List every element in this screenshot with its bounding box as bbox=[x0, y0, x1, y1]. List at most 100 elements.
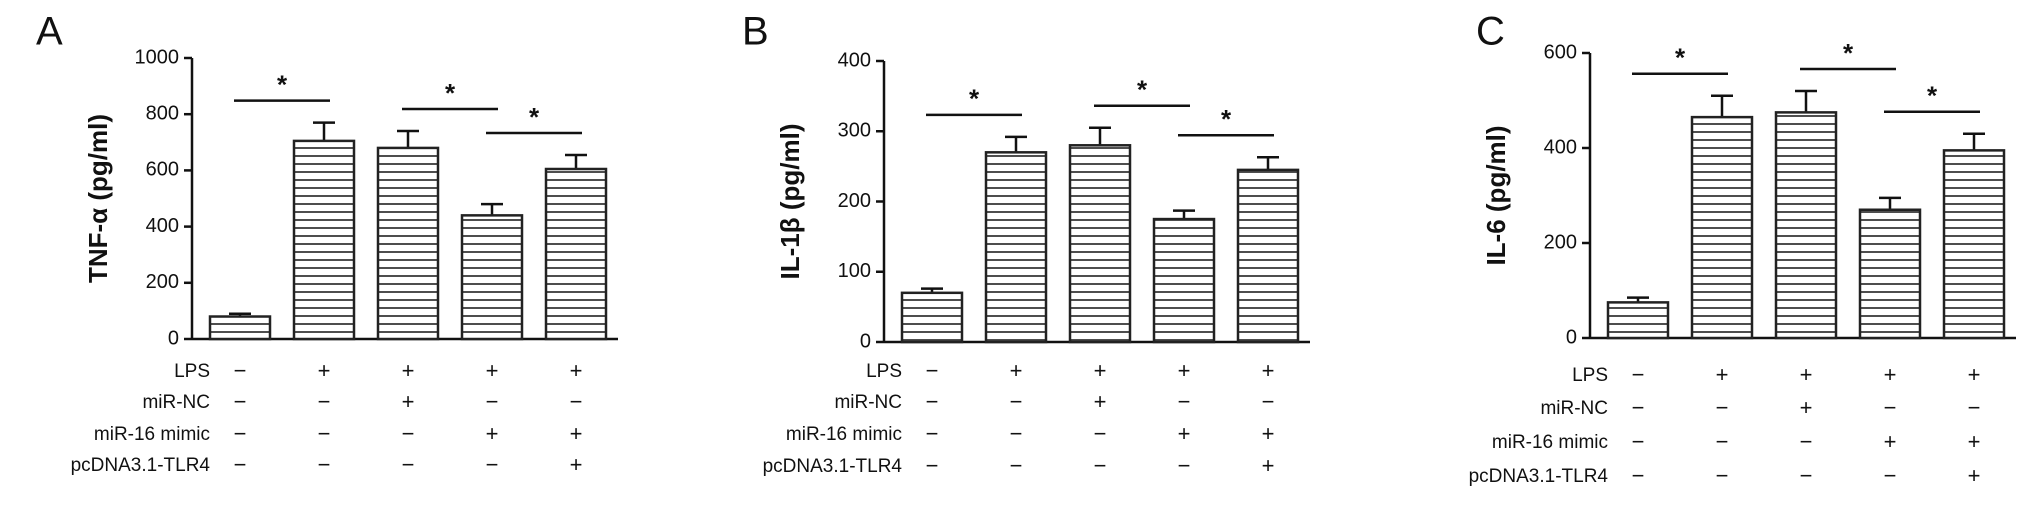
condition-label: pcDNA3.1-TLR4 bbox=[1469, 466, 1609, 487]
condition-sign: − bbox=[926, 421, 939, 446]
condition-sign: − bbox=[1632, 395, 1645, 420]
condition-label: LPS bbox=[1572, 365, 1608, 386]
condition-sign: − bbox=[1884, 463, 1897, 488]
condition-sign: − bbox=[318, 389, 331, 414]
condition-sign: + bbox=[486, 421, 499, 446]
significance-star: * bbox=[1137, 75, 1148, 105]
condition-sign: − bbox=[1800, 463, 1813, 488]
condition-sign: − bbox=[1716, 395, 1729, 420]
bar bbox=[460, 214, 524, 341]
bar bbox=[1942, 149, 2006, 340]
y-tick-label: 100 bbox=[838, 260, 871, 282]
condition-sign: − bbox=[1178, 453, 1191, 478]
condition-sign: + bbox=[486, 358, 499, 383]
bar bbox=[984, 151, 1048, 344]
y-axis-label: IL-6 (pg/ml) bbox=[1481, 125, 1511, 265]
y-tick-label: 400 bbox=[1544, 136, 1577, 158]
y-tick-label: 200 bbox=[146, 271, 179, 293]
significance-star: * bbox=[277, 70, 288, 100]
condition-label: miR-16 mimic bbox=[94, 424, 210, 445]
significance-star: * bbox=[529, 102, 540, 132]
condition-sign: − bbox=[926, 453, 939, 478]
condition-sign: − bbox=[1262, 389, 1275, 414]
bar bbox=[1690, 115, 1754, 340]
significance-star: * bbox=[1927, 81, 1938, 111]
panel-letter: A bbox=[36, 10, 63, 54]
condition-sign: + bbox=[1968, 362, 1981, 387]
bar bbox=[1236, 168, 1300, 344]
condition-sign: − bbox=[1968, 395, 1981, 420]
condition-label: pcDNA3.1-TLR4 bbox=[71, 455, 211, 476]
condition-sign: + bbox=[570, 452, 583, 477]
condition-sign: − bbox=[1632, 463, 1645, 488]
condition-sign: − bbox=[1094, 453, 1107, 478]
condition-sign: + bbox=[318, 358, 331, 383]
condition-sign: + bbox=[1178, 421, 1191, 446]
condition-sign: + bbox=[1262, 358, 1275, 383]
condition-sign: + bbox=[402, 358, 415, 383]
condition-sign: + bbox=[1716, 362, 1729, 387]
condition-sign: − bbox=[1178, 389, 1191, 414]
y-tick-label: 400 bbox=[146, 215, 179, 237]
y-tick-label: 600 bbox=[1544, 41, 1577, 63]
bar bbox=[900, 291, 964, 344]
condition-sign: + bbox=[570, 358, 583, 383]
y-tick-label: 600 bbox=[146, 159, 179, 181]
condition-sign: − bbox=[1800, 429, 1813, 454]
condition-sign: + bbox=[1800, 395, 1813, 420]
condition-sign: − bbox=[1632, 429, 1645, 454]
significance-star: * bbox=[445, 78, 456, 108]
condition-sign: − bbox=[402, 421, 415, 446]
condition-sign: − bbox=[1010, 421, 1023, 446]
condition-label: pcDNA3.1-TLR4 bbox=[763, 456, 903, 477]
condition-sign: − bbox=[318, 421, 331, 446]
bar bbox=[1068, 144, 1132, 344]
condition-sign: + bbox=[1968, 429, 1981, 454]
y-tick-label: 800 bbox=[146, 102, 179, 124]
y-axis-label: IL-1β (pg/ml) bbox=[775, 124, 805, 280]
panel-letter: C bbox=[1476, 10, 1505, 54]
condition-sign: + bbox=[1010, 358, 1023, 383]
y-tick-label: 0 bbox=[860, 330, 871, 352]
condition-sign: − bbox=[486, 452, 499, 477]
condition-label: miR-NC bbox=[142, 392, 210, 413]
condition-sign: + bbox=[1094, 389, 1107, 414]
condition-sign: − bbox=[234, 452, 247, 477]
y-tick-label: 200 bbox=[1544, 231, 1577, 253]
bar bbox=[1858, 208, 1922, 340]
condition-sign: + bbox=[1884, 429, 1897, 454]
bar bbox=[292, 139, 356, 341]
condition-label: miR-16 mimic bbox=[1492, 432, 1608, 453]
condition-sign: + bbox=[1884, 362, 1897, 387]
condition-sign: − bbox=[926, 389, 939, 414]
condition-sign: − bbox=[1010, 389, 1023, 414]
condition-label: LPS bbox=[174, 361, 210, 382]
condition-sign: + bbox=[1800, 362, 1813, 387]
y-tick-label: 0 bbox=[1566, 326, 1577, 348]
y-tick-label: 1000 bbox=[135, 46, 180, 68]
condition-label: LPS bbox=[866, 361, 902, 382]
condition-sign: − bbox=[926, 358, 939, 383]
significance-star: * bbox=[1843, 38, 1854, 68]
condition-sign: − bbox=[234, 421, 247, 446]
bar bbox=[1152, 217, 1216, 344]
panel-letter: B bbox=[742, 10, 769, 54]
condition-sign: − bbox=[234, 389, 247, 414]
bar bbox=[544, 167, 608, 341]
condition-sign: − bbox=[570, 389, 583, 414]
y-tick-label: 0 bbox=[168, 327, 179, 349]
y-tick-label: 300 bbox=[838, 120, 871, 142]
condition-sign: + bbox=[1262, 453, 1275, 478]
condition-label: miR-NC bbox=[1540, 398, 1608, 419]
significance-star: * bbox=[1221, 104, 1232, 134]
condition-sign: − bbox=[1716, 429, 1729, 454]
condition-sign: − bbox=[1010, 453, 1023, 478]
bar bbox=[1606, 301, 1670, 340]
condition-sign: − bbox=[1094, 421, 1107, 446]
significance-star: * bbox=[1675, 43, 1686, 73]
y-tick-label: 400 bbox=[838, 49, 871, 71]
condition-sign: − bbox=[1716, 463, 1729, 488]
condition-sign: + bbox=[1262, 421, 1275, 446]
condition-sign: + bbox=[570, 421, 583, 446]
